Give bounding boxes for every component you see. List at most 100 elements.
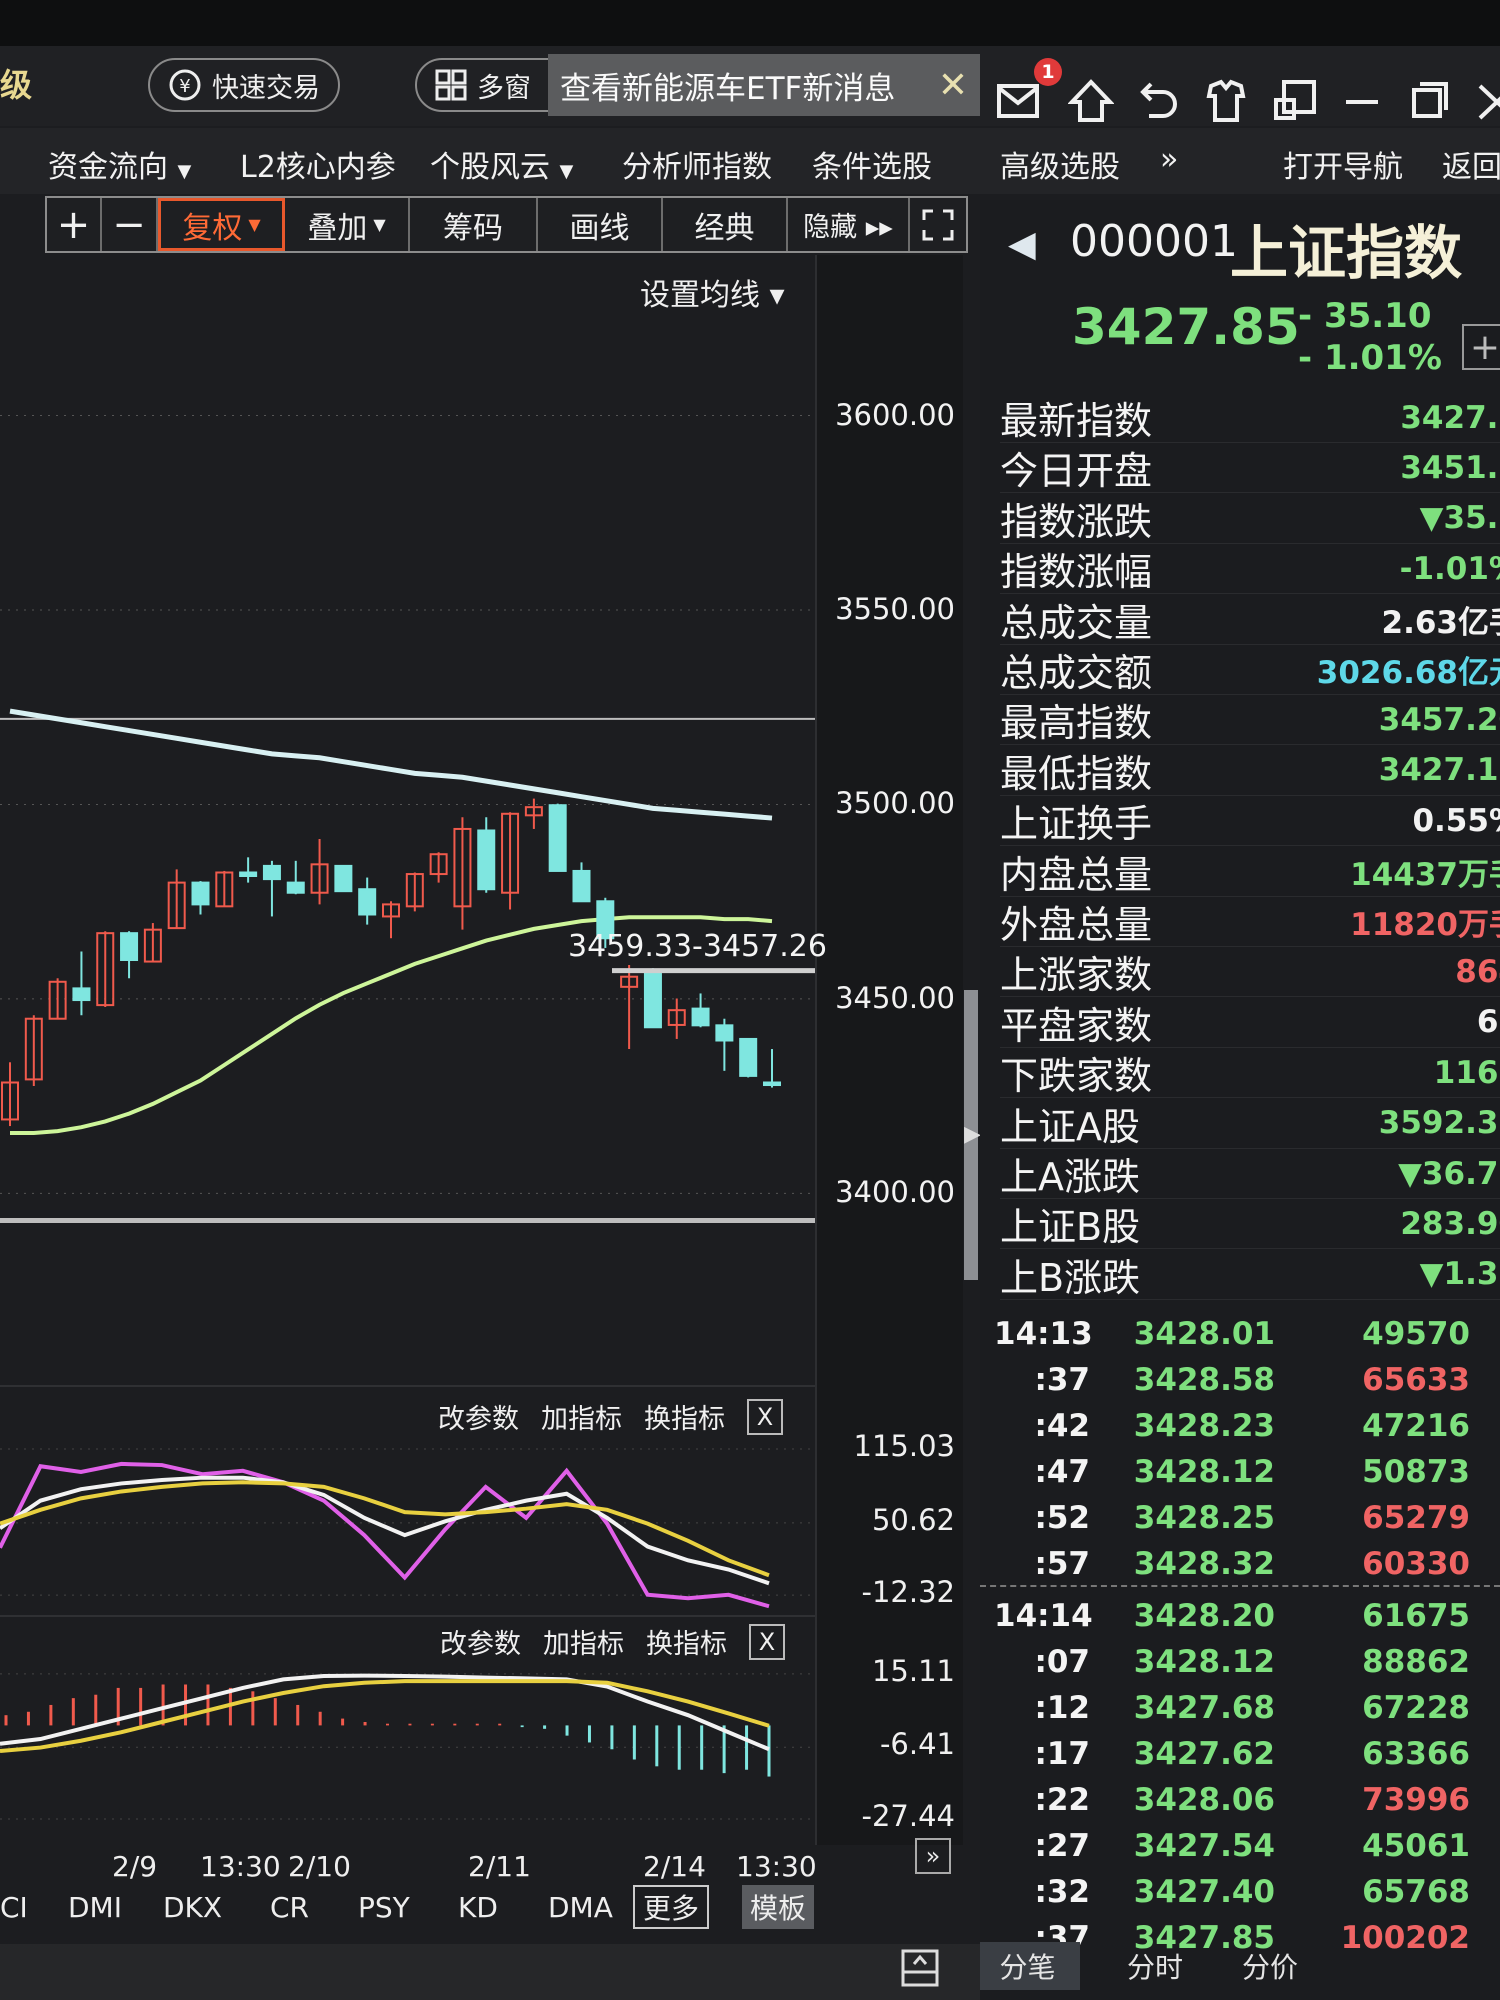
kdj-indicator-panel[interactable] bbox=[0, 1385, 815, 1610]
tab-price-volume[interactable]: 分价 bbox=[1241, 1951, 1298, 1984]
tab-indicator[interactable]: CI bbox=[0, 1890, 28, 1924]
tick-row: :57 3428.32 60330 bbox=[980, 1542, 1500, 1588]
template-button[interactable]: 模板 bbox=[742, 1885, 815, 1929]
switch-indicator-button[interactable]: 换指标 bbox=[644, 1404, 725, 1435]
maximize-icon[interactable] bbox=[1408, 78, 1454, 124]
add-indicator-button[interactable]: 加指标 bbox=[541, 1404, 622, 1435]
tab-indicator[interactable]: PSY bbox=[358, 1890, 410, 1924]
stat-row: 上证B股 283.90 bbox=[1000, 1199, 1500, 1250]
adjust-rights-dropdown[interactable]: 复权 ▼ bbox=[158, 198, 285, 251]
menu-l2-core[interactable]: L2核心内参 bbox=[240, 150, 396, 185]
collapse-arrow-icon[interactable]: ▶ bbox=[964, 1122, 981, 1147]
macd-indicator-panel[interactable] bbox=[0, 1615, 815, 1840]
stat-label: 下跌家数 bbox=[1000, 1054, 1153, 1099]
stat-value: 1167 bbox=[1433, 1054, 1500, 1091]
menu-stock-news[interactable]: 个股风云 ▼ bbox=[430, 142, 573, 186]
stat-value: ▼35.1 bbox=[1419, 500, 1500, 537]
scroll-right-icon[interactable]: » bbox=[915, 1838, 951, 1874]
stat-label: 外盘总量 bbox=[1000, 903, 1153, 947]
stat-label: 上证换手 bbox=[1000, 802, 1153, 847]
tick-row: 14:14 3428.20 61675 bbox=[980, 1594, 1500, 1640]
mail-icon[interactable] bbox=[995, 78, 1041, 124]
menu-analyst-index[interactable]: 分析师指数 bbox=[622, 150, 772, 185]
stat-row: 下跌家数 1167 bbox=[1000, 1048, 1500, 1099]
stat-value: 0.55% bbox=[1412, 802, 1500, 839]
minimize-icon[interactable] bbox=[1340, 78, 1386, 124]
classic-button[interactable]: 经典 bbox=[663, 198, 788, 251]
set-moving-average-dropdown[interactable]: 设置均线 ▾ bbox=[640, 278, 785, 313]
chevron-down-icon: ▼ bbox=[248, 215, 261, 234]
tick-volume: 100202 bbox=[1340, 1920, 1470, 1956]
overlay-dropdown[interactable]: 叠加 ▼ bbox=[285, 198, 410, 251]
tab-indicator[interactable]: KD bbox=[458, 1890, 498, 1924]
stat-label: 指数涨跌 bbox=[1000, 499, 1153, 544]
stat-row: 最低指数 3427.16 bbox=[1000, 746, 1500, 796]
tab-ticks[interactable]: 分笔 bbox=[980, 1942, 1080, 1990]
tab-indicator[interactable]: DMI bbox=[68, 1890, 122, 1924]
tab-indicator[interactable]: CR bbox=[270, 1890, 310, 1924]
window-float-icon[interactable] bbox=[1272, 78, 1318, 124]
close-panel-icon[interactable]: X bbox=[747, 1398, 783, 1435]
prev-stock-icon[interactable]: ◀ bbox=[1008, 224, 1036, 265]
stat-value: 3026.68亿元 bbox=[1316, 655, 1500, 691]
stock-code: 000001 bbox=[1070, 216, 1238, 267]
menu-advanced-screener[interactable]: 高级选股 bbox=[1000, 150, 1120, 185]
switch-indicator-button[interactable]: 换指标 bbox=[646, 1629, 727, 1660]
tick-row: :37 3427.85 100202 bbox=[980, 1916, 1500, 1962]
fullscreen-icon[interactable] bbox=[910, 198, 966, 251]
date-label: 2/10 bbox=[288, 1850, 351, 1883]
multi-window-button[interactable]: 多窗 bbox=[415, 58, 575, 112]
close-tooltip-icon[interactable]: ✕ bbox=[937, 64, 968, 106]
indicator-tabs: CI DMI DKX CR PSY KD DMA 更多 模板 bbox=[0, 1885, 840, 1933]
menu-condition-screener[interactable]: 条件选股 bbox=[812, 150, 932, 185]
candle-body bbox=[382, 903, 400, 918]
close-panel-icon[interactable]: X bbox=[749, 1623, 785, 1660]
export-icon[interactable] bbox=[900, 1948, 940, 1988]
panel-scrollbar[interactable] bbox=[964, 990, 978, 1280]
draw-line-button[interactable]: 画线 bbox=[538, 198, 663, 251]
news-tooltip[interactable]: 查看新能源车ETF新消息 ✕ bbox=[548, 54, 980, 116]
stat-label: 上证A股 bbox=[1000, 1104, 1140, 1149]
zoom-in-button[interactable]: + bbox=[47, 198, 102, 251]
dea-line bbox=[0, 1679, 770, 1753]
menu-open-nav[interactable]: 打开导航 bbox=[1283, 150, 1403, 185]
tick-row: 14:13 3428.01 49570 bbox=[980, 1312, 1500, 1358]
zoom-out-button[interactable]: − bbox=[102, 198, 158, 251]
stat-value: 3451.8 bbox=[1400, 449, 1500, 486]
tab-indicator[interactable]: DMA bbox=[548, 1890, 613, 1924]
skin-icon[interactable] bbox=[1203, 78, 1249, 124]
stat-label: 今日开盘 bbox=[1000, 449, 1153, 494]
candle-body bbox=[310, 863, 329, 894]
stat-row: 指数涨跌 ▼35.1 bbox=[1000, 494, 1500, 544]
tick-volume: 65633 bbox=[1362, 1362, 1470, 1398]
home-icon[interactable] bbox=[1068, 78, 1114, 124]
stat-label: 平盘家数 bbox=[1000, 1003, 1153, 1048]
indicator-tick-label: -12.32 bbox=[861, 1575, 956, 1610]
edit-params-button[interactable]: 改参数 bbox=[438, 1404, 519, 1435]
menu-fund-flow[interactable]: 资金流向 ▼ bbox=[48, 142, 191, 186]
hide-button[interactable]: 隐藏 ▸▸ bbox=[788, 198, 910, 251]
candle-body bbox=[548, 804, 567, 872]
undo-icon[interactable] bbox=[1135, 78, 1181, 124]
quick-trade-button[interactable]: ¥ 快速交易 bbox=[148, 58, 340, 112]
grid-icon bbox=[435, 69, 467, 101]
tick-price: 3428.01 bbox=[1133, 1316, 1275, 1352]
tick-row: :22 3428.06 73996 bbox=[980, 1778, 1500, 1824]
more-indicators-button[interactable]: 更多 bbox=[633, 1885, 710, 1929]
candlestick-chart[interactable] bbox=[0, 260, 815, 1380]
tick-time: :12 bbox=[1034, 1690, 1090, 1726]
candle-body bbox=[358, 888, 377, 916]
menu-more[interactable]: » bbox=[1160, 142, 1179, 177]
candle-body bbox=[191, 881, 210, 906]
edit-params-button[interactable]: 改参数 bbox=[440, 1629, 521, 1660]
chips-button[interactable]: 筹码 bbox=[410, 198, 538, 251]
tab-indicator[interactable]: DKX bbox=[163, 1890, 223, 1924]
menu-label: 个股风云 bbox=[430, 150, 550, 185]
tab-minute[interactable]: 分时 bbox=[1126, 1951, 1183, 1984]
price-tick-label: 3500.00 bbox=[835, 786, 955, 821]
close-icon[interactable] bbox=[1474, 78, 1500, 124]
add-watchlist-button[interactable]: + bbox=[1462, 324, 1500, 370]
menu-back[interactable]: 返回 bbox=[1442, 150, 1500, 185]
add-indicator-button[interactable]: 加指标 bbox=[543, 1629, 624, 1660]
stat-label: 上A涨跌 bbox=[1000, 1155, 1140, 1199]
